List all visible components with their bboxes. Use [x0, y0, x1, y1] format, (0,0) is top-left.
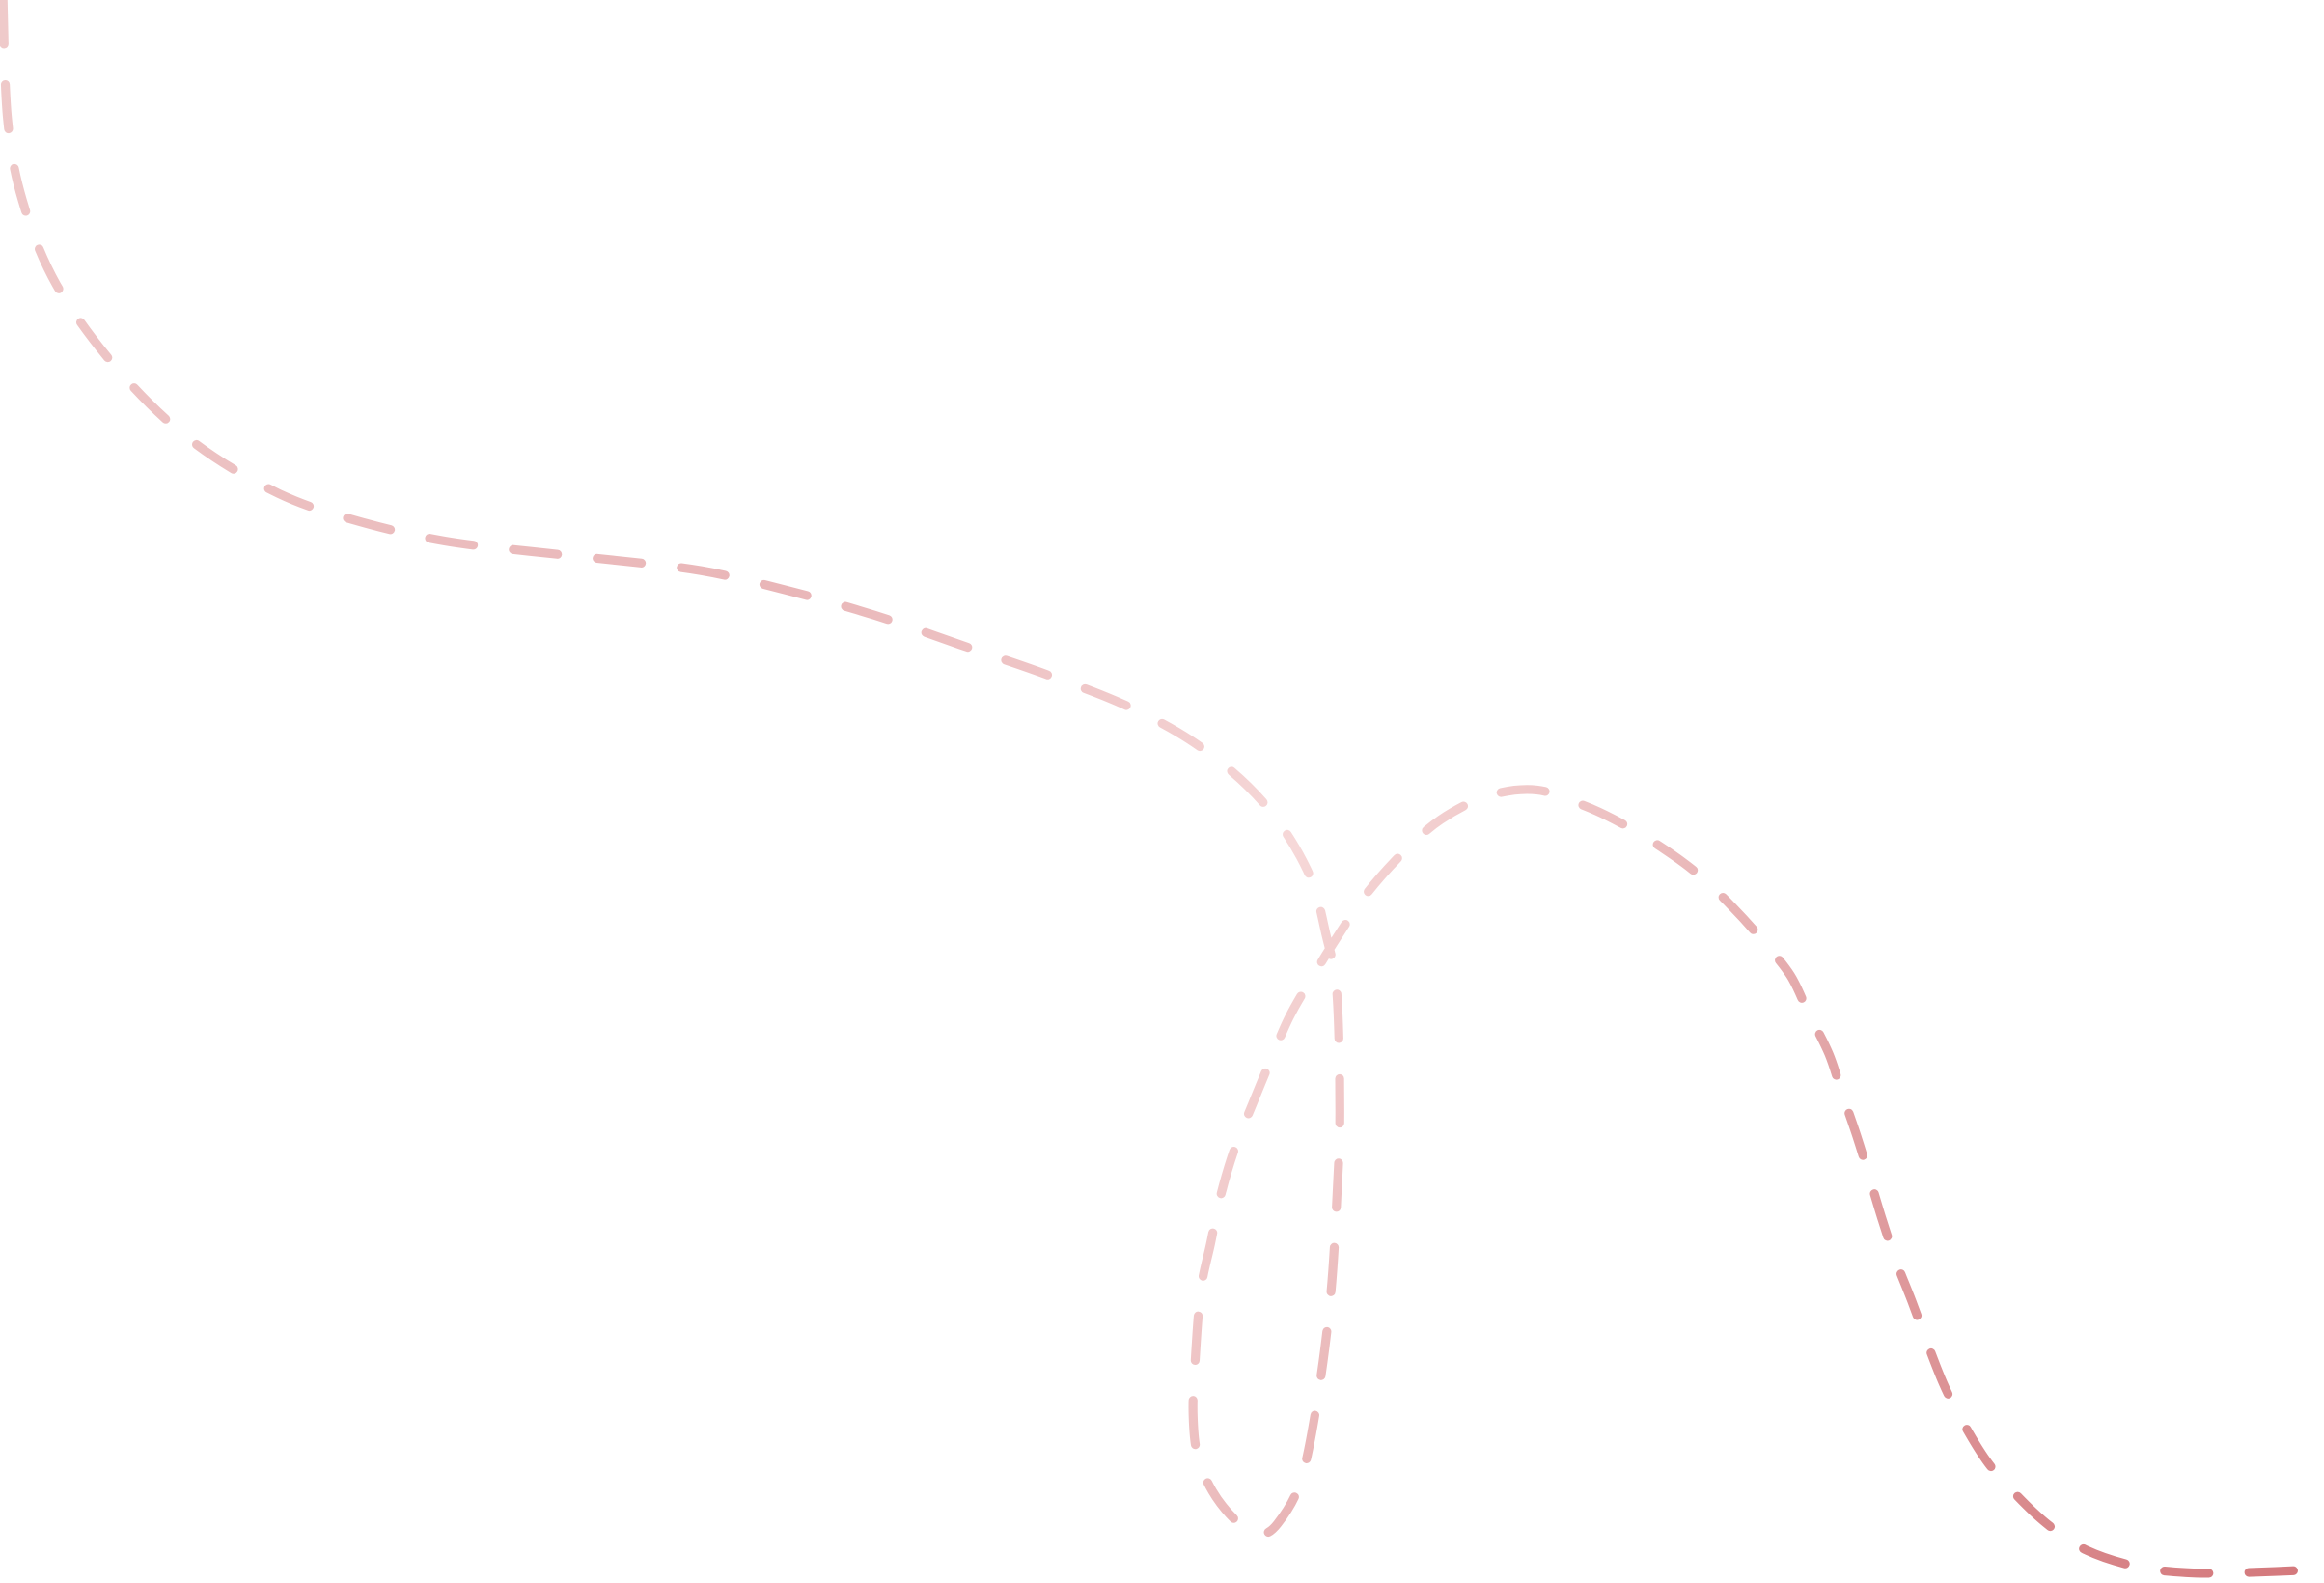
page: (() => { const data = JSON.parse(documen…: [0, 0, 2324, 1578]
decorative-dashed-curve: [0, 0, 2324, 1578]
dashed-path: [0, 0, 2324, 1578]
